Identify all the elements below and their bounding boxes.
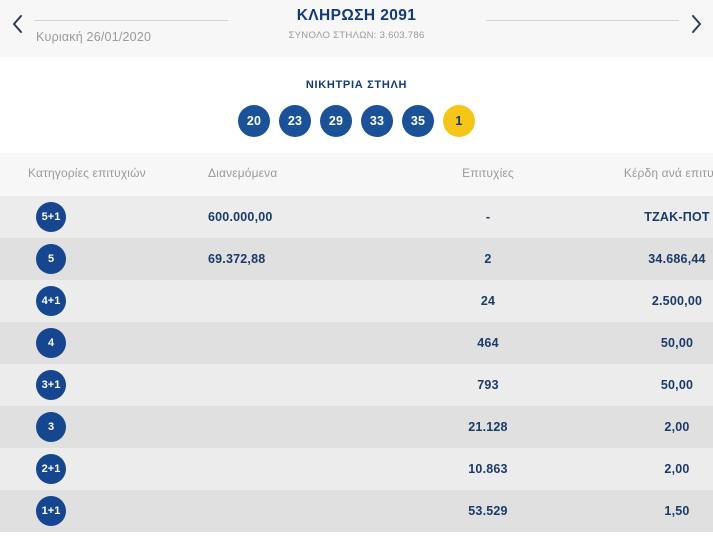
table-row: 4 464 50,00 bbox=[0, 322, 713, 365]
winning-numbers-list: 20 23 29 33 35 1 bbox=[0, 105, 713, 137]
winning-number-ball: 23 bbox=[279, 105, 311, 137]
wins-cell: 793 bbox=[477, 378, 499, 393]
column-header-payout: Κέρδη ανά επιτυχία bbox=[583, 153, 713, 197]
distributed-cell bbox=[178, 322, 393, 364]
winning-column-section: ΝΙΚΗΤΡΙΑ ΣΤΗΛΗ 20 23 29 33 35 1 bbox=[0, 57, 713, 153]
payout-cell: 2,00 bbox=[664, 462, 690, 477]
winning-number-ball: 29 bbox=[320, 105, 352, 137]
table-body: 5+1 600.000,00 - ΤΖΑΚ-ΠΟΤ 5 69.372,88 2 … bbox=[0, 196, 713, 533]
table-header-row: Κατηγορίες επιτυχιών Διανεμόμενα Επιτυχί… bbox=[0, 153, 713, 197]
header-rule-right bbox=[485, 20, 679, 21]
payout-cell: 34.686,44 bbox=[648, 252, 706, 267]
category-cell: 2+1 bbox=[0, 448, 178, 490]
table-row: 5 69.372,88 2 34.686,44 bbox=[0, 238, 713, 281]
wins-cell: 53.529 bbox=[468, 504, 508, 519]
winning-number-ball: 33 bbox=[361, 105, 393, 137]
column-header-wins: Επιτυχίες bbox=[393, 153, 583, 197]
table-row: 5+1 600.000,00 - ΤΖΑΚ-ΠΟΤ bbox=[0, 196, 713, 239]
bonus-number-ball: 1 bbox=[443, 105, 475, 137]
category-cell: 3+1 bbox=[0, 364, 178, 406]
distributed-cell bbox=[178, 406, 393, 448]
category-cell: 5 bbox=[0, 238, 178, 280]
distributed-cell bbox=[178, 364, 393, 406]
category-cell: 5+1 bbox=[0, 196, 178, 238]
draw-header: Κυριακή 26/01/2020 ΚΛΗΡΩΣΗ 2091 ΣΥΝΟΛΟ Σ… bbox=[0, 0, 713, 57]
table-row: 1+1 53.529 1,50 bbox=[0, 490, 713, 533]
payout-cell: 50,00 bbox=[660, 378, 694, 393]
wins-cell: 21.128 bbox=[468, 420, 508, 435]
header-columns: Κυριακή 26/01/2020 ΚΛΗΡΩΣΗ 2091 ΣΥΝΟΛΟ Σ… bbox=[34, 0, 679, 57]
table-row: 4+1 24 2.500,00 bbox=[0, 280, 713, 323]
previous-draw-button[interactable] bbox=[0, 0, 34, 57]
next-draw-button[interactable] bbox=[679, 0, 713, 57]
category-badge: 1+1 bbox=[36, 496, 66, 527]
winning-column-label: ΝΙΚΗΤΡΙΑ ΣΤΗΛΗ bbox=[305, 79, 408, 91]
wins-cell: 2 bbox=[484, 252, 492, 267]
table-row: 3+1 793 50,00 bbox=[0, 364, 713, 407]
category-badge: 2+1 bbox=[36, 454, 66, 485]
header-rule-left bbox=[34, 20, 228, 21]
next-draw-block bbox=[485, 0, 679, 30]
category-cell: 4 bbox=[0, 322, 178, 364]
distributed-cell: 600.000,00 bbox=[208, 210, 273, 225]
draw-date: Κυριακή 26/01/2020 bbox=[36, 30, 152, 44]
category-cell: 4+1 bbox=[0, 280, 178, 322]
wins-cell: 10.863 bbox=[468, 462, 508, 477]
payout-cell: 1,50 bbox=[664, 504, 690, 519]
chevron-right-icon bbox=[691, 14, 702, 33]
distributed-cell: 69.372,88 bbox=[208, 252, 266, 267]
category-cell: 1+1 bbox=[0, 490, 178, 532]
category-badge: 3 bbox=[36, 412, 66, 443]
table-header: Κατηγορίες επιτυχιών Διανεμόμενα Επιτυχί… bbox=[0, 153, 713, 197]
column-header-categories: Κατηγορίες επιτυχιών bbox=[0, 153, 178, 197]
draw-date-block: Κυριακή 26/01/2020 bbox=[34, 0, 228, 44]
payout-cell: 2.500,00 bbox=[651, 294, 703, 309]
winning-number-ball: 20 bbox=[238, 105, 270, 137]
draw-info-block: ΚΛΗΡΩΣΗ 2091 ΣΥΝΟΛΟ ΣΤΗΛΩΝ: 3.603.786 bbox=[228, 0, 486, 41]
wins-cell: 464 bbox=[477, 336, 499, 351]
wins-cell: - bbox=[485, 210, 491, 225]
winning-number-ball: 35 bbox=[402, 105, 434, 137]
distributed-cell bbox=[178, 280, 393, 322]
page-title: ΚΛΗΡΩΣΗ 2091 bbox=[296, 7, 417, 24]
category-badge: 4 bbox=[36, 328, 66, 359]
table-row: 3 21.128 2,00 bbox=[0, 406, 713, 449]
distributed-cell bbox=[178, 490, 393, 532]
total-columns-label: ΣΥΝΟΛΟ ΣΤΗΛΩΝ: 3.603.786 bbox=[288, 30, 425, 42]
category-badge: 5+1 bbox=[36, 202, 66, 233]
payout-cell: 2,00 bbox=[664, 420, 690, 435]
payout-cell: 50,00 bbox=[660, 336, 694, 351]
column-header-distributed: Διανεμόμενα bbox=[178, 153, 393, 197]
wins-cell: 24 bbox=[480, 294, 496, 309]
category-cell: 3 bbox=[0, 406, 178, 448]
category-badge: 3+1 bbox=[36, 370, 66, 401]
category-badge: 4+1 bbox=[36, 286, 66, 317]
distributed-cell bbox=[178, 448, 393, 490]
payout-cell: ΤΖΑΚ-ΠΟΤ bbox=[644, 210, 710, 225]
category-badge: 5 bbox=[36, 244, 66, 275]
table-row: 2+1 10.863 2,00 bbox=[0, 448, 713, 491]
chevron-left-icon bbox=[12, 14, 23, 33]
prize-breakdown-table: Κατηγορίες επιτυχιών Διανεμόμενα Επιτυχί… bbox=[0, 153, 713, 533]
